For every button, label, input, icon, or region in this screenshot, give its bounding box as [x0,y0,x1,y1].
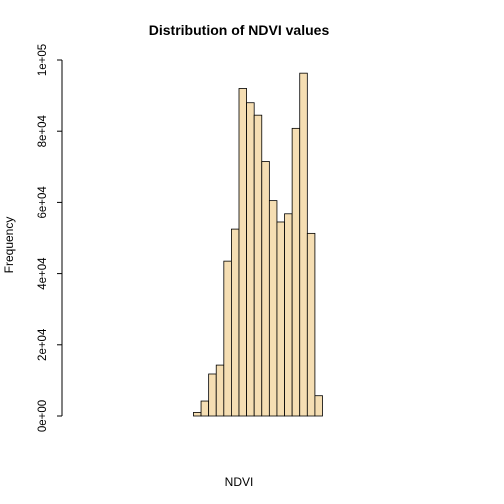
y-tick-label: 6e+04 [37,186,49,219]
histogram-bar [268,200,278,417]
histogram-bar [200,400,210,417]
histogram-bar [306,232,316,417]
chart-title: Distribution of NDVI values [149,22,330,38]
histogram-bar [193,412,202,417]
y-tick-label: 0e+00 [37,400,49,432]
histogram-bar [208,373,217,417]
y-tick-label: 8e+04 [37,114,49,147]
histogram-bar [238,88,247,417]
y-tick-label: 4e+04 [37,257,49,290]
histogram-bar [314,395,323,417]
histogram-bar [261,161,270,417]
y-tick-label: 1e+05 [37,44,49,76]
histogram-bar [246,102,255,417]
histogram-bar [299,72,308,417]
x-axis-label: NDVI [225,475,254,489]
histogram-bar [231,228,240,417]
y-axis-label: Frequency [2,217,16,274]
histogram-bar [223,260,232,417]
histogram-bar [215,364,225,417]
histogram-bar [253,114,263,417]
histogram-bar [276,221,285,417]
histogram-bars [193,72,323,417]
y-axis-ticks: 0e+00 2e+04 4e+04 6e+04 8e+04 1e+05 [37,44,62,432]
histogram-bar [291,127,301,417]
histogram-bar [284,213,293,417]
y-tick-label: 2e+04 [37,328,49,361]
